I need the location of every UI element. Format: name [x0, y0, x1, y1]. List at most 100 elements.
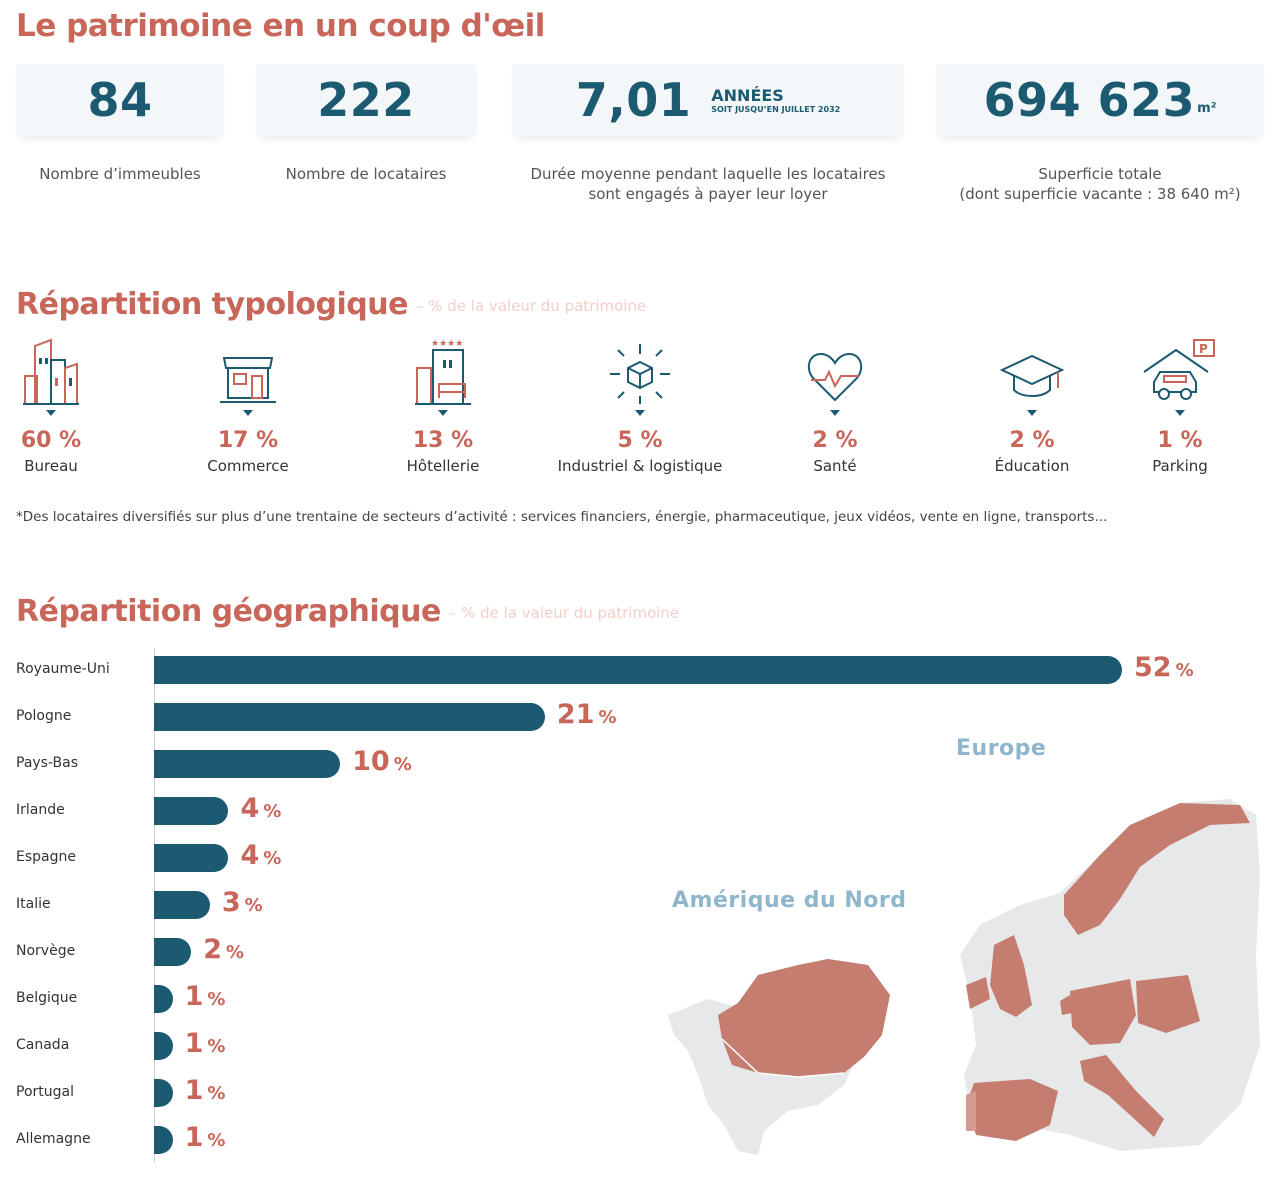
- bar-value-label: 1%: [184, 1028, 226, 1059]
- typology-name-education: Éducation: [994, 457, 1070, 475]
- storefront-icon: [220, 357, 276, 403]
- typology-name-parking: Parking: [1152, 457, 1208, 475]
- bar: [154, 1126, 173, 1154]
- typology-footnote: *Des locataires diversifiés sur plus d’u…: [16, 509, 1108, 525]
- typology-pct-parking: 1 %: [1157, 428, 1203, 453]
- stat-box-tenants: 222: [256, 64, 476, 136]
- svg-text:P: P: [1199, 342, 1208, 356]
- typology-title-text: Répartition typologique: [16, 287, 408, 322]
- stat-value-tenants: 222: [317, 73, 415, 127]
- stat-unit-years: ANNÉES: [711, 86, 784, 105]
- logistics-box-icon: [610, 344, 670, 404]
- typology-item-bureau: 60 % Bureau: [0, 338, 136, 475]
- stat-value-buildings: 84: [87, 73, 153, 127]
- typology-item-education: 2 % Éducation: [947, 338, 1117, 475]
- bar: [154, 844, 229, 872]
- country-label: Espagne: [16, 849, 76, 865]
- typology-pct-hotellerie: 13 %: [412, 428, 474, 453]
- typology-name-sante: Santé: [813, 457, 857, 475]
- typology-name-logistique: Industriel & logistique: [557, 457, 723, 475]
- page-title: Le patrimoine en un coup d'œil: [16, 8, 545, 44]
- country-label: Pays-Bas: [16, 755, 79, 771]
- stat-box-buildings: 84: [16, 64, 224, 136]
- bar-value-label: 21%: [556, 699, 617, 730]
- country-label: Irlande: [16, 802, 65, 818]
- stat-unit-surface: m²: [1197, 101, 1217, 116]
- bar: [154, 985, 173, 1013]
- country-label: Pologne: [16, 708, 72, 724]
- geography-title: Répartition géographique – % de la valeur…: [16, 594, 679, 629]
- bar-value-label: 4%: [240, 793, 282, 824]
- bar-value-label: 3%: [221, 887, 263, 918]
- typology-pct-commerce: 17 %: [217, 428, 279, 453]
- bar: [154, 797, 229, 825]
- typology-item-sante: 2 % Santé: [750, 338, 920, 475]
- stat-value-lease-duration: 7,01: [575, 73, 692, 127]
- stat-box-surface: 694 623 m²: [936, 64, 1264, 136]
- bar-value-label: 1%: [184, 1075, 226, 1106]
- bar: [154, 1079, 173, 1107]
- bar: [154, 938, 192, 966]
- bar: [154, 703, 545, 731]
- graduation-cap-icon: [999, 354, 1065, 397]
- bar: [154, 1032, 173, 1060]
- bar: [154, 891, 210, 919]
- stat-label-surface-line1: Superficie totale: [1038, 165, 1162, 183]
- caret-down-icon: [46, 410, 56, 416]
- country-label: Belgique: [16, 990, 78, 1006]
- bar-value-label: 4%: [240, 840, 282, 871]
- region-label-north-america: Amérique du Nord: [672, 888, 907, 913]
- country-label: Portugal: [16, 1084, 74, 1100]
- caret-down-icon: [1027, 410, 1037, 416]
- bar: [154, 656, 1122, 684]
- caret-down-icon: [243, 410, 253, 416]
- typology-pct-education: 2 %: [1009, 428, 1055, 453]
- typology-name-bureau: Bureau: [24, 457, 78, 475]
- svg-text:★★★★: ★★★★: [431, 339, 463, 349]
- bar-value-label: 52%: [1134, 652, 1194, 683]
- bar-value-label: 1%: [184, 1122, 226, 1153]
- stat-label-surface-line2: (dont superficie vacante : 38 640 m²): [959, 185, 1241, 203]
- typology-item-parking: P 1 % Parking: [1100, 338, 1260, 475]
- stat-label-lease-duration: Durée moyenne pendant laquelle les locat…: [512, 164, 904, 204]
- typology-item-commerce: 17 % Commerce: [163, 338, 333, 475]
- typology-item-logistique: 5 % Industriel & logistique: [555, 338, 725, 475]
- stat-box-lease-duration: 7,01 ANNÉES SOIT JUSQU’EN JUILLET 2032: [512, 64, 904, 136]
- region-label-europe: Europe: [956, 736, 1047, 761]
- stat-label-surface: Superficie totale (dont superficie vacan…: [936, 164, 1264, 204]
- typology-name-hotellerie: Hôtellerie: [406, 457, 480, 475]
- geography-title-text: Répartition géographique: [16, 594, 441, 629]
- typology-item-hotellerie: ★★★★ 13 % Hôtellerie: [358, 338, 528, 475]
- bar-value-label: 1%: [184, 981, 226, 1012]
- bar-value-label: 2%: [203, 934, 245, 965]
- north-america-map: [668, 959, 890, 1155]
- europe-map: [960, 799, 1260, 1151]
- caret-down-icon: [1175, 410, 1185, 416]
- caret-down-icon: [635, 410, 645, 416]
- stat-label-lease-line2: sont engagés à payer leur loyer: [588, 185, 828, 203]
- typology-title: Répartition typologique – % de la valeur …: [16, 287, 646, 322]
- country-label: Canada: [16, 1037, 70, 1053]
- country-label: Royaume-Uni: [16, 661, 110, 677]
- typology-pct-sante: 2 %: [812, 428, 858, 453]
- hotel-icon: ★★★★: [415, 339, 471, 405]
- typology-subtitle: – % de la valeur du patrimoine: [415, 296, 647, 315]
- stat-unit-lease-duration: ANNÉES SOIT JUSQU’EN JUILLET 2032: [711, 86, 840, 114]
- bar-value-label: 10%: [352, 746, 412, 777]
- typology-pct-logistique: 5 %: [617, 428, 663, 453]
- stat-label-buildings: Nombre d’immeubles: [39, 165, 201, 183]
- caret-down-icon: [830, 410, 840, 416]
- country-label: Italie: [16, 896, 51, 912]
- bar: [154, 750, 341, 778]
- country-label: Allemagne: [16, 1131, 91, 1147]
- heart-pulse-icon: [807, 352, 863, 402]
- office-building-icon: [23, 338, 79, 405]
- geography-subtitle: – % de la valeur du patrimoine: [448, 603, 680, 622]
- stat-unit-until: SOIT JUSQU’EN JUILLET 2032: [711, 105, 841, 114]
- stat-label-lease-line1: Durée moyenne pendant laquelle les locat…: [530, 165, 886, 183]
- parking-car-icon: P: [1143, 339, 1215, 400]
- typology-name-commerce: Commerce: [207, 457, 289, 475]
- caret-down-icon: [438, 410, 448, 416]
- stat-value-surface: 694 623: [983, 73, 1196, 127]
- stat-label-tenants: Nombre de locataires: [285, 165, 447, 183]
